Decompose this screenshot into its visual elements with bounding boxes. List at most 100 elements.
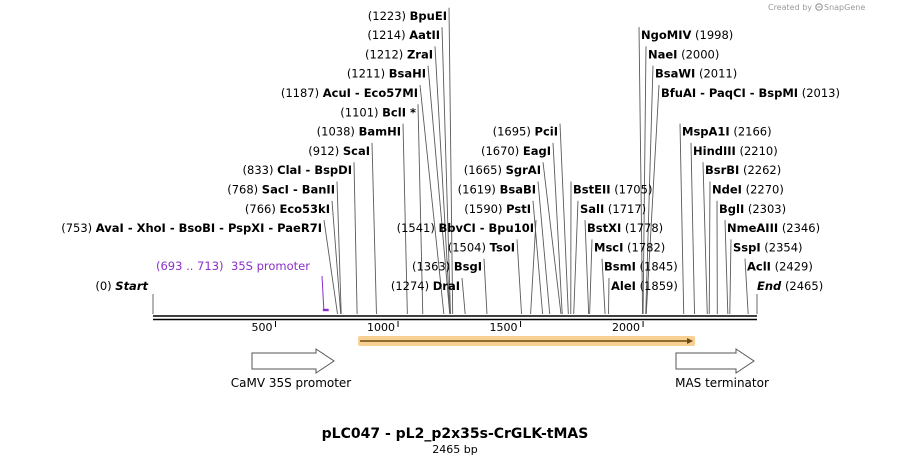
site-position-pcii: (1695) xyxy=(493,125,531,139)
site-label-ndei: NdeI (2270) xyxy=(712,183,784,197)
site-label-alei: AleI (1859) xyxy=(611,279,678,293)
site-name-scai: ScaI xyxy=(343,144,370,158)
leader-eagi xyxy=(552,142,563,315)
site-position-saci-banii: (768) xyxy=(227,183,258,197)
site-position-acui-eco57mi: (1187) xyxy=(281,86,319,100)
site-label-bsabi: (1619) BsaBI xyxy=(458,183,536,197)
plasmid-size: 2465 bp xyxy=(432,443,477,456)
site-label-hindiii: HindIII (2210) xyxy=(693,144,778,158)
site-name-bsgi: BsgI xyxy=(454,260,482,274)
site-position-start: (0) xyxy=(95,279,111,293)
site-position-sspi: (2354) xyxy=(764,240,802,254)
site-name-ngomiv: NgoMIV xyxy=(641,28,691,42)
site-name-pcii: PciI xyxy=(535,125,558,139)
site-position-bsawi: (2011) xyxy=(699,67,737,81)
site-position-aatii: (1214) xyxy=(367,28,405,42)
leader-bstxi xyxy=(584,220,590,315)
site-name-psti: PstI xyxy=(506,202,531,216)
site-position-acli: (2429) xyxy=(775,260,813,274)
site-name-hindiii: HindIII xyxy=(693,144,736,158)
site-position-sali: (1717) xyxy=(608,202,646,216)
site-label-bsrbi: BsrBI (2262) xyxy=(705,163,781,177)
site-label-psti: (1590) PstI xyxy=(464,202,531,216)
site-position-mspa1i: (2166) xyxy=(733,125,771,139)
leader-zrai xyxy=(434,46,451,315)
leader-saci-banii xyxy=(336,181,342,315)
site-position-psti: (1590) xyxy=(464,202,502,216)
site-name-bbvci-bpu10i: BbvCI - Bpu10I xyxy=(439,221,534,235)
site-name-tsoi: TsoI xyxy=(490,240,515,254)
site-position-clai-bspdi: (833) xyxy=(243,163,274,177)
leader-psti xyxy=(532,200,544,315)
site-label-bbvci-bpu10i: (1541) BbvCI - Bpu10I xyxy=(397,221,534,235)
features: CaMV 35S promoter MAS terminator xyxy=(231,348,769,390)
site-labels: (0) Start (1274) DraI (1363) BsgI (1504) Ts… xyxy=(61,9,840,293)
site-label-scai: (912) ScaI xyxy=(308,144,370,158)
site-label-eagi: (1670) EagI xyxy=(481,144,551,158)
site-label-bcli: (1101) BclI * xyxy=(340,105,416,119)
site-name-avai-xhoi-bsobi-pspxi-paer7i: AvaI - XhoI - BsoBI - PspXI - PaeR7I xyxy=(96,221,322,235)
leader-bsgi xyxy=(483,258,488,315)
site-name-zrai: ZraI xyxy=(407,47,433,61)
site-label-naei: NaeI (2000) xyxy=(648,47,719,61)
site-position-bpuei: (1223) xyxy=(368,9,406,23)
site-position-bamhi: (1038) xyxy=(317,125,355,139)
site-label-sspi: SspI (2354) xyxy=(733,240,803,254)
site-name-bsawi: BsaWI xyxy=(655,67,695,81)
site-name-start: Start xyxy=(115,279,148,293)
ruler-ticks: 500 1000 1500 2000 xyxy=(252,321,644,334)
site-label-nmeaiii: NmeAIII (2346) xyxy=(727,221,820,235)
site-name-saci-banii: SacI - BanII xyxy=(262,183,335,197)
site-name-sali: SalI xyxy=(580,202,604,216)
site-name-bsrbi: BsrBI xyxy=(705,163,739,177)
site-position-bbvci-bpu10i: (1541) xyxy=(397,221,435,235)
site-position-bsmi: (1845) xyxy=(640,260,678,274)
site-position-bsabi: (1619) xyxy=(458,183,496,197)
leader-pcii xyxy=(559,123,569,315)
promoter-region-marker xyxy=(321,275,329,312)
backbone xyxy=(153,315,757,321)
site-name-bsteii: BstEII xyxy=(573,183,611,197)
site-name-bgli: BglI xyxy=(719,202,744,216)
site-position-hindiii: (2210) xyxy=(739,144,777,158)
site-name-ndei: NdeI xyxy=(712,183,742,197)
leader-eco53ki xyxy=(331,200,342,315)
site-label-sali: SalI (1717) xyxy=(580,202,646,216)
site-position-scai: (912) xyxy=(308,144,339,158)
site-position-bgli: (2303) xyxy=(748,202,786,216)
tick-label-1500: 1500 xyxy=(490,321,518,334)
site-name-alei: AleI xyxy=(611,279,636,293)
tick-label-1000: 1000 xyxy=(367,321,395,334)
site-label-pcii: (1695) PciI xyxy=(493,125,558,139)
leader-bsawi xyxy=(645,65,654,315)
site-label-start: (0) Start xyxy=(95,279,148,293)
site-label-aatii: (1214) AatII xyxy=(367,28,440,42)
site-position-avai-xhoi-bsobi-pspxi-paer7i: (753) xyxy=(61,221,92,235)
site-label-bsawi: BsaWI (2011) xyxy=(655,67,737,81)
leader-bsmi xyxy=(601,258,606,315)
site-name-end: End xyxy=(757,279,782,293)
leader-hindiii xyxy=(690,142,695,315)
leader-sspi xyxy=(729,239,732,315)
site-position-bsteii: (1705) xyxy=(614,183,652,197)
leader-avai-xhoi-bsobi-pspxi-paer7i xyxy=(323,220,338,315)
site-name-nmeaiii: NmeAIII xyxy=(727,221,778,235)
site-name-msci: MscI xyxy=(594,240,623,254)
site-name-acui-eco57mi: AcuI - Eco57MI xyxy=(323,86,418,100)
site-name-bfuai-paqci-bspmi: BfuAI - PaqCI - BspMI xyxy=(661,86,798,100)
site-position-bstxi: (1778) xyxy=(625,221,663,235)
site-name-naei: NaeI xyxy=(648,47,677,61)
site-label-bamhi: (1038) BamHI xyxy=(317,125,401,139)
leader-bfuai-paqci-bspmi xyxy=(645,84,660,315)
site-label-bgli: BglI (2303) xyxy=(719,202,786,216)
site-position-alei: (1859) xyxy=(640,279,678,293)
site-label-clai-bspdi: (833) ClaI - BspDI xyxy=(243,163,352,177)
leader-naei xyxy=(642,46,647,315)
feature-arrow-mas-terminator xyxy=(675,348,755,374)
site-name-bcli: BclI * xyxy=(382,105,416,119)
site-position-ngomiv: (1998) xyxy=(695,28,733,42)
site-name-aatii: AatII xyxy=(409,28,440,42)
site-label-bfuai-paqci-bspmi: BfuAI - PaqCI - BspMI (2013) xyxy=(661,86,840,100)
site-name-bsmi: BsmI xyxy=(604,260,636,274)
site-position-zrai: (1212) xyxy=(365,47,403,61)
